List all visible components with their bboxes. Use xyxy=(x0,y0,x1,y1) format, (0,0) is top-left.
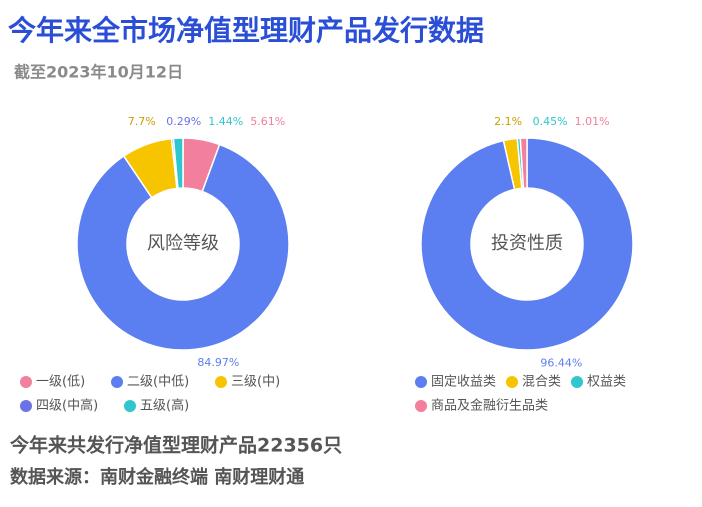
donut-slice xyxy=(420,137,634,351)
legend-label: 固定收益类 xyxy=(431,375,496,390)
donut-slice xyxy=(172,137,184,190)
legend-marker xyxy=(506,376,518,388)
slice-label: 2.1% xyxy=(494,115,522,128)
legend-label: 混合类 xyxy=(522,375,561,390)
legend-label: 四级(中高) xyxy=(36,398,98,414)
legend-marker xyxy=(124,400,136,412)
footer-summary: 今年来共发行净值型理财产品22356只 xyxy=(9,434,342,457)
donut-slice xyxy=(519,137,528,189)
legend-label: 一级(低) xyxy=(36,375,85,390)
legend-label: 二级(中低) xyxy=(127,375,189,390)
slice-label: 1.01% xyxy=(575,115,610,128)
slice-label: 1.44% xyxy=(208,115,243,128)
legend-label: 五级(高) xyxy=(140,398,189,414)
legend-marker xyxy=(111,376,123,388)
legend-label: 商品及金融衍生品类 xyxy=(431,398,548,414)
center-label: 风险等级 xyxy=(147,233,219,254)
legend-marker xyxy=(571,376,583,388)
legend-label: 权益类 xyxy=(587,374,626,390)
subtitle: 截至2023年10月12日 xyxy=(14,63,183,82)
slice-label: 7.7% xyxy=(128,115,156,128)
legend-marker xyxy=(20,376,32,388)
legend-marker xyxy=(215,376,227,388)
slice-label: 5.61% xyxy=(250,115,285,128)
legend-label: 三级(中) xyxy=(231,375,280,390)
title: 今年来全市场净值型理财产品发行数据 xyxy=(8,14,484,47)
slice-label: 84.97% xyxy=(197,356,239,369)
slice-label: 0.29% xyxy=(166,115,201,128)
donut-slice xyxy=(76,143,290,351)
center-label: 投资性质 xyxy=(491,233,563,254)
slice-label: 0.45% xyxy=(533,115,568,128)
footer-source: 数据来源：南财金融终端 南财理财通 xyxy=(10,466,304,488)
legend-marker xyxy=(415,376,427,388)
slice-label: 96.44% xyxy=(540,356,582,369)
legend-marker xyxy=(20,400,32,412)
legend-marker xyxy=(415,400,427,412)
